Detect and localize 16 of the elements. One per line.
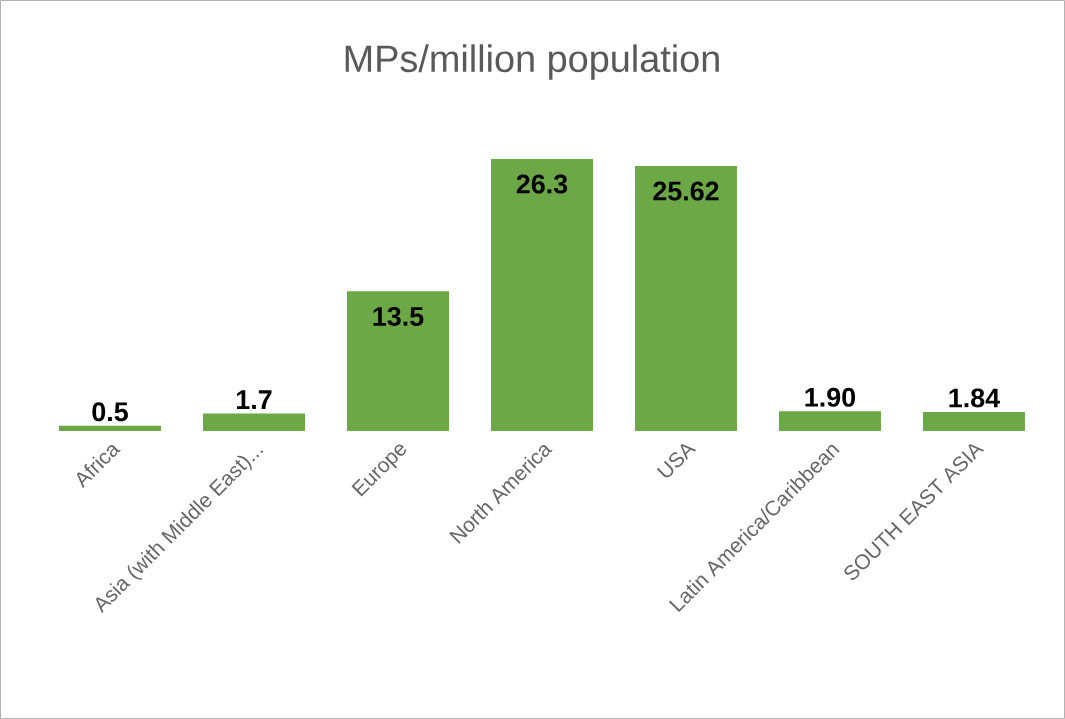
data-label: 25.62 — [653, 181, 719, 201]
data-label: 13.5 — [373, 306, 424, 326]
data-label: 26.3 — [516, 174, 568, 194]
bar — [346, 291, 449, 431]
chart-title: MPs/million population — [345, 44, 719, 80]
bar — [490, 158, 593, 431]
data-label: 1.7 — [236, 390, 272, 409]
x-tick-label: USA — [656, 444, 697, 478]
bar — [634, 166, 737, 431]
data-label: 1.90 — [805, 387, 856, 407]
bar — [778, 411, 881, 431]
data-label: 0.5 — [92, 402, 128, 422]
data-label: 1.84 — [949, 388, 1000, 408]
bar — [59, 425, 161, 431]
bar — [203, 413, 305, 431]
bar — [922, 411, 1025, 431]
